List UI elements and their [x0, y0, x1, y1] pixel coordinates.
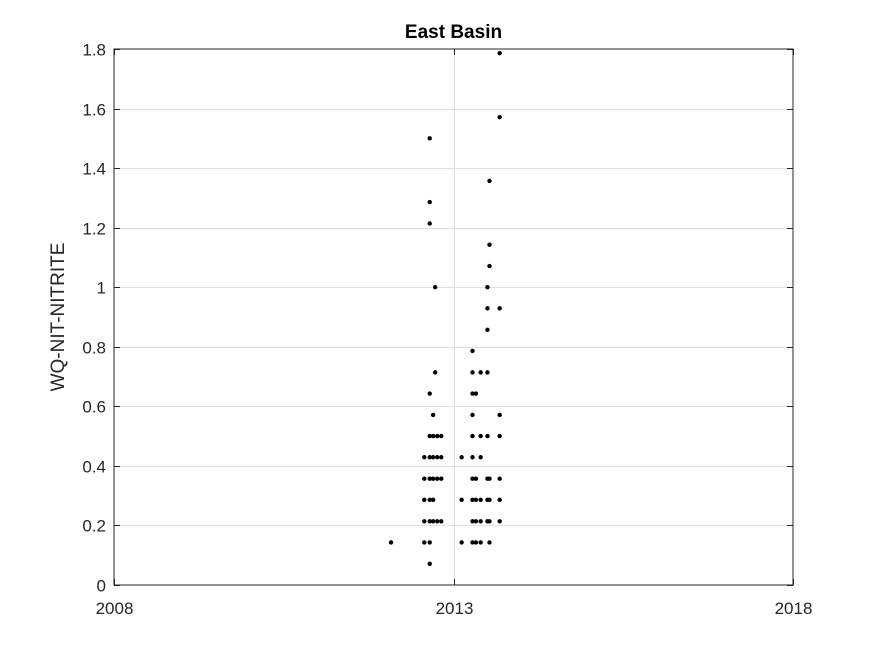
data-point [430, 519, 436, 524]
data-point [439, 433, 444, 439]
data-point [435, 519, 440, 524]
y-tick-label: 1.6 [82, 101, 106, 120]
data-point [430, 497, 436, 503]
x-tick-label: 2008 [96, 599, 134, 618]
y-tick-label: 0 [97, 577, 106, 596]
data-point [432, 370, 438, 375]
data-point [435, 433, 440, 439]
data-point [422, 455, 427, 460]
data-point [487, 497, 492, 503]
data-point [470, 370, 475, 375]
y-tick-label: 0.2 [82, 517, 106, 536]
y-tick-label: 1.2 [82, 220, 106, 239]
data-points [388, 50, 502, 567]
data-point [497, 50, 502, 56]
data-point [427, 455, 432, 460]
data-point [473, 391, 479, 396]
data-point [497, 412, 502, 418]
data-point [487, 263, 492, 269]
y-tick-label: 0.8 [82, 339, 106, 358]
x-tick-label: 2013 [436, 599, 474, 618]
data-point [497, 433, 502, 439]
data-point [430, 412, 436, 418]
data-point [432, 285, 438, 290]
data-point [497, 519, 502, 524]
data-point [470, 497, 475, 503]
data-point [473, 519, 479, 524]
axes-box [113, 48, 794, 586]
data-point [497, 306, 502, 311]
data-point [427, 476, 432, 481]
data-point [430, 476, 436, 481]
data-point [478, 519, 483, 524]
y-tick-label: 1.8 [82, 41, 106, 60]
y-tick-label: 0.4 [82, 458, 106, 477]
data-point [422, 540, 427, 545]
data-point [422, 497, 427, 503]
data-point [497, 476, 502, 481]
data-point [470, 455, 475, 460]
data-point [473, 476, 479, 481]
data-point [459, 455, 464, 460]
data-point [478, 370, 483, 375]
data-point [427, 540, 432, 545]
data-point [478, 455, 483, 460]
data-point [485, 370, 490, 375]
data-point [470, 412, 475, 418]
data-point [427, 497, 432, 503]
data-point [439, 476, 444, 481]
y-tick-label: 1.4 [82, 160, 106, 179]
data-point [427, 561, 432, 567]
plot-area [114, 49, 793, 585]
data-point [427, 519, 432, 524]
data-point [487, 540, 492, 545]
data-point [485, 327, 490, 333]
x-tick-label: 2018 [775, 599, 813, 618]
data-point [470, 348, 475, 354]
data-point [485, 306, 490, 311]
data-point [487, 519, 492, 524]
data-point [430, 433, 436, 439]
data-point [459, 497, 464, 503]
chart-title: East Basin [405, 22, 502, 43]
data-point [478, 497, 483, 503]
data-point [470, 391, 475, 396]
data-point [485, 433, 490, 439]
data-point [470, 433, 475, 439]
data-point [497, 114, 502, 120]
data-point [427, 136, 432, 141]
data-point [459, 540, 464, 545]
data-point [473, 497, 479, 503]
data-point [478, 540, 483, 545]
data-point [487, 476, 492, 481]
ticks [114, 49, 794, 586]
data-point [487, 178, 492, 184]
data-point [427, 433, 432, 439]
y-axis-title: WQ-NIT-NITRITE [48, 243, 69, 392]
data-point [435, 455, 440, 460]
grid [114, 49, 793, 585]
y-tick-label: 0.6 [82, 398, 106, 417]
data-point [470, 519, 475, 524]
data-point [430, 455, 436, 460]
data-point [435, 476, 440, 481]
data-point [473, 540, 479, 545]
data-point [487, 242, 492, 247]
data-point [478, 433, 483, 439]
tick-labels: 0 0.2 0.4 0.6 0.8 1 1.2 1.4 1.6 1.8 2008 2013 2018 [82, 41, 812, 619]
data-point [427, 199, 432, 205]
data-point [485, 285, 490, 290]
data-point [497, 497, 502, 503]
data-point [439, 519, 444, 524]
data-point [470, 476, 475, 481]
data-point [427, 221, 432, 226]
data-point [422, 476, 427, 481]
data-point [439, 455, 444, 460]
data-point [388, 540, 394, 545]
data-point [470, 540, 475, 545]
y-tick-label: 1 [97, 279, 106, 298]
data-point [422, 519, 427, 524]
data-point [427, 391, 432, 396]
